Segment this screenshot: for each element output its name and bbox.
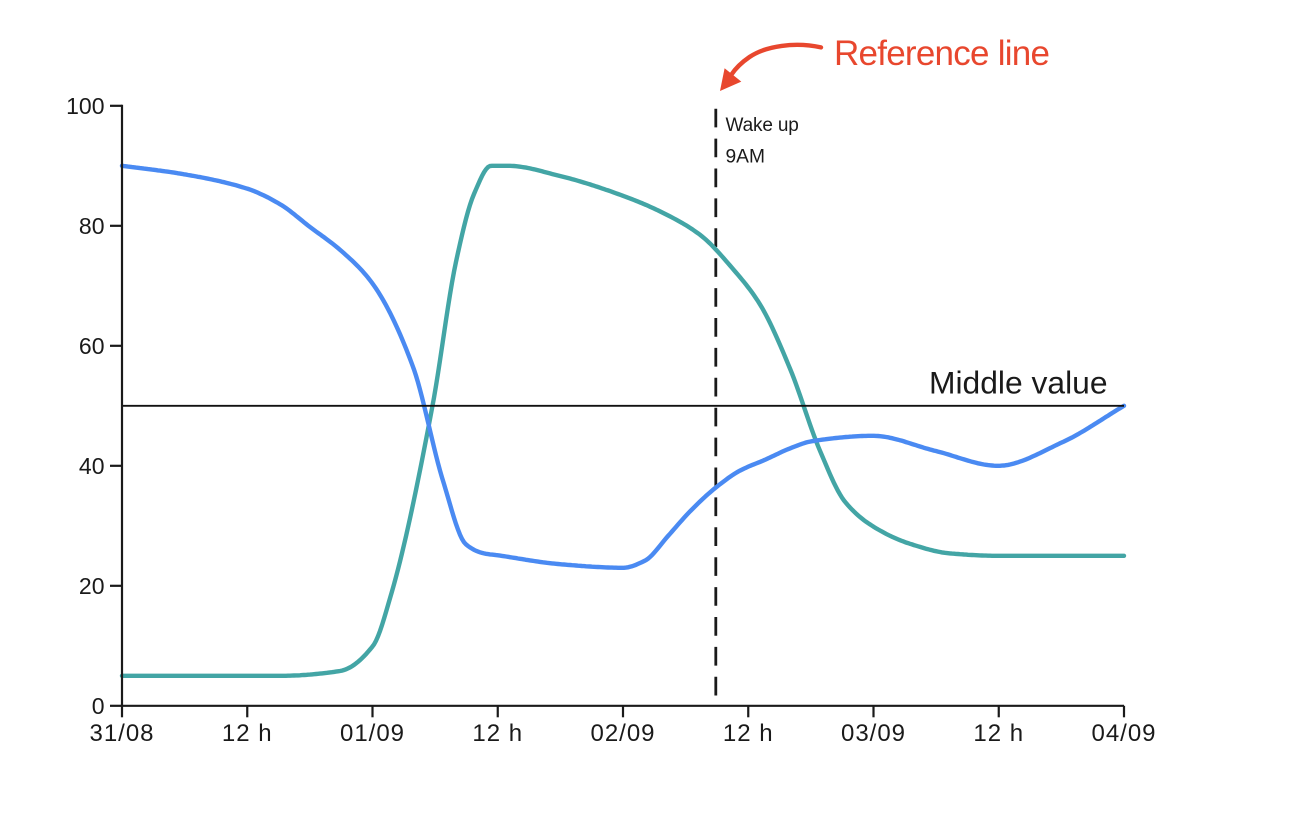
- svg-text:03/09: 03/09: [841, 720, 906, 747]
- svg-text:01/09: 01/09: [340, 720, 405, 747]
- svg-text:12 h: 12 h: [723, 720, 774, 747]
- svg-text:12 h: 12 h: [222, 720, 273, 747]
- svg-text:12 h: 12 h: [973, 720, 1024, 747]
- svg-text:31/08: 31/08: [89, 720, 154, 747]
- svg-text:80: 80: [79, 213, 105, 239]
- svg-text:02/09: 02/09: [590, 720, 655, 747]
- svg-text:04/09: 04/09: [1091, 720, 1156, 747]
- svg-text:100: 100: [66, 93, 104, 119]
- svg-text:60: 60: [79, 333, 105, 359]
- svg-text:20: 20: [79, 573, 105, 599]
- svg-text:12 h: 12 h: [472, 720, 523, 747]
- svg-text:Reference line: Reference line: [834, 34, 1049, 73]
- svg-text:Wake up: Wake up: [726, 115, 799, 136]
- svg-text:0: 0: [92, 693, 105, 719]
- svg-text:Middle value: Middle value: [929, 364, 1108, 400]
- svg-text:9AM: 9AM: [726, 146, 765, 167]
- svg-text:40: 40: [79, 453, 105, 479]
